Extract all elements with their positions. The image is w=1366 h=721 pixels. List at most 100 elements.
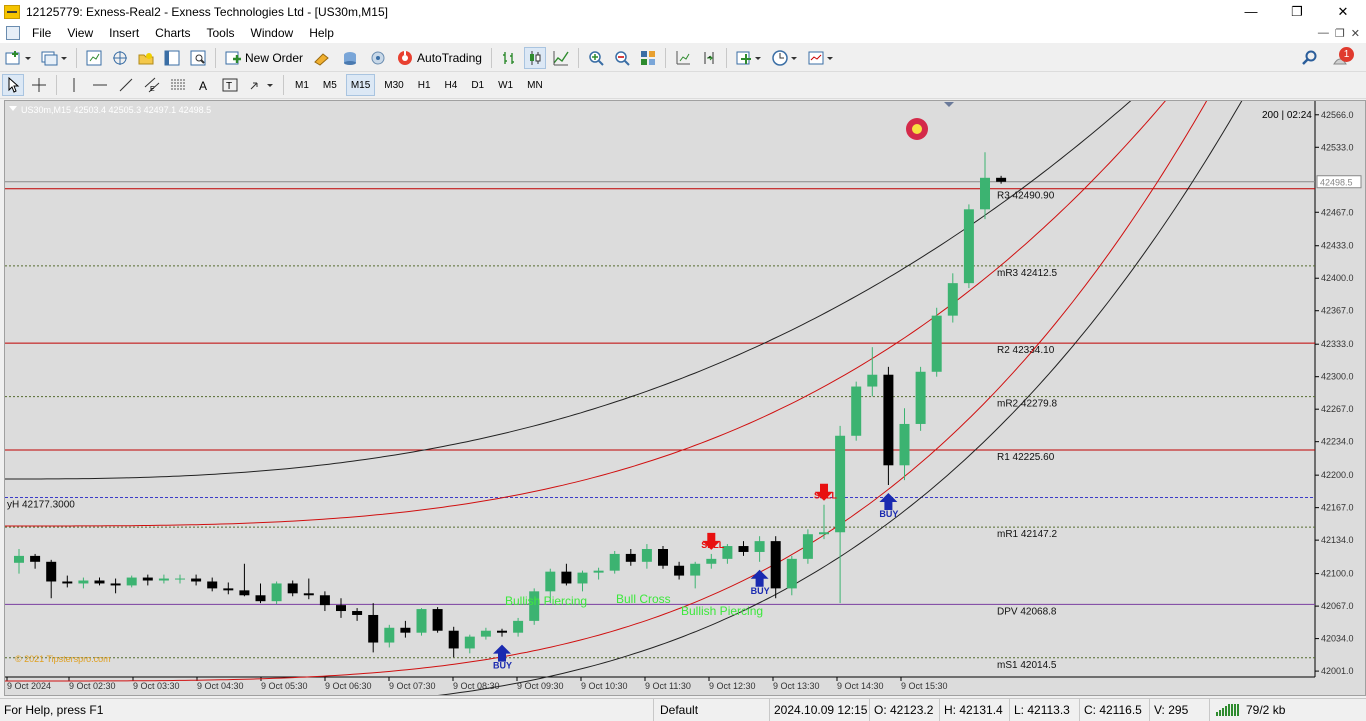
pattern-annotation: Bullish Piercing [505,594,587,608]
current-price-tag: 42498.5 [1320,178,1353,188]
candlestick-chart-icon[interactable] [523,46,546,69]
navigator-icon[interactable] [135,47,157,69]
menu-help[interactable]: Help [309,26,334,40]
equidistant-channel-icon[interactable]: E [141,74,163,96]
price-chart[interactable]: 42566.0 42533.0 42467.0 42433.0 42400.0 42367… [4,100,1366,696]
close-button[interactable]: ✕ [1337,3,1349,19]
candle-body [899,423,910,466]
candle-body [545,571,556,592]
candle-body [658,549,668,566]
timeframe-h4[interactable]: H4 [444,79,458,91]
connection-bars-icon [1216,703,1239,716]
arrows-icon[interactable] [245,74,277,96]
pivot-level-label: mR3 42412.5 [997,268,1057,279]
pivot-level-label: R3 42490.90 [997,191,1055,202]
tile-windows-icon[interactable] [637,47,659,69]
status-close: C: 42116.5 [1080,698,1150,721]
candle-body [30,555,41,562]
menu-tools[interactable]: Tools [206,26,235,40]
candle-body [78,580,89,584]
menu-window[interactable]: Window [250,26,294,40]
metaeditor-icon[interactable] [310,47,334,69]
menu-file[interactable]: File [32,26,52,40]
time-axis-label: 9 Oct 06:30 [325,681,372,691]
timeframe-w1[interactable]: W1 [498,79,514,91]
text-label-icon[interactable]: T [219,74,241,96]
candle-body [62,581,73,584]
mdi-close-icon[interactable]: ✕ [1350,27,1360,40]
candle-body [609,553,620,571]
autotrading-label: AutoTrading [417,50,482,65]
candle-body [126,577,137,586]
menu-insert[interactable]: Insert [109,26,140,40]
new-chart-button[interactable] [2,47,34,69]
timeframe-h1[interactable]: H1 [417,79,431,91]
time-axis-label: 9 Oct 02:30 [69,681,116,691]
fibonacci-icon[interactable] [167,74,189,96]
market-icon[interactable] [366,47,390,69]
maximize-button[interactable]: ❐ [1291,3,1303,19]
candle-body [593,570,604,573]
vertical-line-icon[interactable] [63,74,85,96]
bar-timer-info: 200 | 02:24 [1262,110,1312,121]
buy-signal-label: BUY [879,509,898,519]
pivot-level-label: DPV 42068.8 [997,606,1057,617]
chart-canvas[interactable]: 42566.0 42533.0 42467.0 42433.0 42400.0 42367… [5,101,1366,696]
price-axis-label: 42134.0 [1321,535,1354,545]
notifications-icon[interactable]: 1 [1332,47,1354,68]
status-help: For Help, press F1 [0,698,654,721]
timeframe-mn[interactable]: MN [527,79,543,91]
menu-view[interactable]: View [67,26,94,40]
price-axis-label: 42067.0 [1321,601,1354,611]
signals-icon[interactable] [338,47,362,69]
templates-icon[interactable] [805,47,837,69]
zoom-out-icon[interactable] [611,47,633,69]
pattern-annotation: Bull Cross [616,592,671,606]
copyright-label: © 2021 Tipsterspro.com [15,654,111,664]
indicators-icon[interactable] [733,47,765,69]
time-axis-label: 9 Oct 08:30 [453,681,500,691]
profiles-button[interactable] [38,47,70,69]
terminal-icon[interactable] [161,47,183,69]
timeframe-m15[interactable]: M15 [345,74,376,96]
channel-lower-line [5,101,1208,682]
market-watch-icon[interactable] [83,47,105,69]
yesterday-high-label: yH 42177.3000 [7,500,75,511]
timeframe-m30[interactable]: M30 [384,79,404,91]
auto-scroll-icon[interactable] [672,47,694,69]
zoom-in-icon[interactable] [585,47,607,69]
crosshair-icon[interactable] [28,74,50,96]
candle-body [384,627,395,643]
candle-body [191,578,202,582]
bar-chart-icon[interactable] [498,47,520,69]
candle-body [819,532,829,535]
timeframe-m1[interactable]: M1 [295,79,309,91]
candle-body [303,593,314,596]
menu-charts[interactable]: Charts [155,26,191,40]
mdi-restore-icon[interactable]: ❐ [1334,27,1345,40]
time-axis-label: 9 Oct 11:30 [645,681,691,691]
candle-body [561,571,572,584]
strategy-tester-icon[interactable] [187,47,209,69]
text-icon[interactable]: A [193,74,215,96]
timeframe-m5[interactable]: M5 [322,79,337,91]
chart-window-icon[interactable] [6,26,20,40]
new-order-button[interactable]: New Order [222,47,306,69]
chart-shift-icon[interactable] [698,47,720,69]
cursor-icon[interactable] [2,74,24,96]
candle-body [980,177,990,210]
search-icon[interactable] [1302,50,1318,66]
mdi-minimize-icon[interactable]: — [1317,27,1329,39]
candle-body [46,561,57,582]
line-chart-icon[interactable] [550,47,572,69]
minimize-button[interactable]: — [1244,4,1258,19]
candle-body [287,583,298,594]
horizontal-line-icon[interactable] [89,74,111,96]
data-window-icon[interactable] [109,47,131,69]
pivot-level-label: mR2 42279.8 [997,399,1057,410]
trendline-icon[interactable] [115,74,137,96]
candle-body [416,609,427,633]
autotrading-button[interactable]: AutoTrading [394,47,485,69]
periods-clock-icon[interactable] [769,47,801,69]
timeframe-d1[interactable]: D1 [471,79,485,91]
